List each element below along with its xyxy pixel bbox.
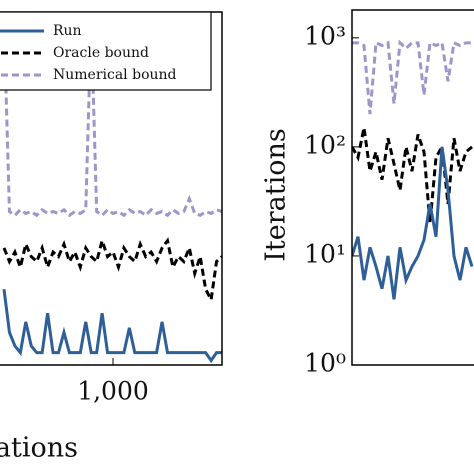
series-line [2,235,222,305]
y-tick-label: 10³ [304,21,346,50]
legend-label: Numerical bound [53,67,177,83]
legend-label: Oracle bound [53,45,149,61]
y-tick-label: 10¹ [304,239,346,268]
plot-frame [351,9,474,366]
x-tick-label: 1,000 [77,377,149,406]
plot-frame [0,11,223,366]
y-tick-label: 10² [304,130,346,159]
plot-area [352,39,474,300]
y-axis-label: Iterations [261,128,292,261]
series-line [352,39,472,115]
series-line [2,289,222,364]
legend: Run Oracle bound Numerical bound [0,11,212,91]
series-line [2,20,222,218]
legend-box [0,11,212,91]
series-line [352,146,474,300]
x-axis-label: Iterations [0,433,78,464]
series-line [352,127,473,224]
legend-label: Run [53,23,82,39]
y-tick-label: 10⁰ [304,349,346,378]
plot-area [2,20,222,364]
